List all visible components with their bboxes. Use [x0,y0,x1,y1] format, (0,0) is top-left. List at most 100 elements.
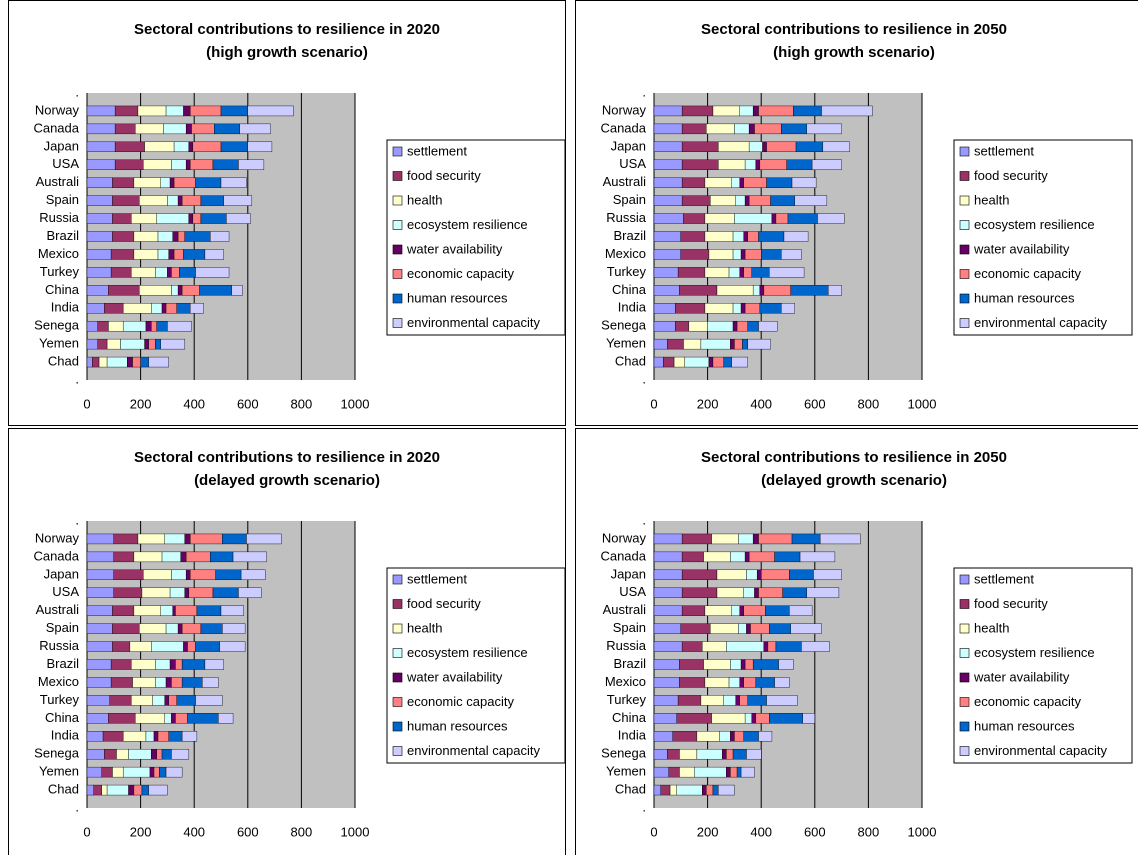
legend-swatch [392,574,403,585]
bar-segment [86,748,105,760]
panel-border [575,428,1138,855]
bar-segment [722,748,727,760]
legend-swatch [959,697,970,707]
bar-segment [653,784,661,796]
bar-segment [184,533,191,545]
bar-segment [114,123,136,135]
bar-segment [161,303,167,314]
bar-segment [86,320,98,332]
y-tick-label: Chad [48,782,79,797]
y-tick-label: China [45,282,80,297]
legend-label: water availability [973,241,1070,256]
bar-segment [732,249,742,260]
bar-segment [731,605,740,616]
legend-swatch [392,746,403,756]
bar-segment [681,159,719,170]
bar-segment [748,141,763,153]
bar-segment [179,267,196,278]
bar-segment [653,303,676,314]
legend-label: water availability [406,241,503,256]
x-tick-label: 800 [858,396,880,411]
bar-segment [712,105,740,117]
bar-segment [731,177,740,188]
bar-segment [730,766,738,778]
bar-segment [740,766,755,778]
bar-segment [653,677,680,688]
bar-segment [141,784,149,796]
bar-segment [763,641,769,652]
bar-segment [195,641,220,652]
legend-label: economic capacity [974,694,1081,709]
bar-segment [98,356,108,368]
bar-segment [175,713,188,724]
bar-segment [144,338,149,350]
legend-swatch [959,672,970,683]
chart-title: Sectoral contributions to resilience in … [134,21,440,38]
bar-segment [736,320,749,332]
legend-label: economic capacity [974,266,1081,281]
bar-segment [740,303,746,314]
y-tick-label: Yemen [606,336,646,351]
y-tick-label: . [642,84,646,99]
bar-segment [789,605,813,616]
chart-subtitle: (high growth scenario) [206,44,368,61]
bar-segment [156,213,190,224]
bar-segment [171,267,180,278]
bar-segment [223,195,253,206]
legend-label: environmental capacity [974,315,1107,330]
bar-segment [663,356,675,368]
bar-segment [653,695,679,706]
bar-segment [156,748,163,760]
bar-segment [114,141,145,153]
y-tick-label: Canada [33,120,79,135]
bar-segment [790,623,822,634]
bar-segment [681,123,707,135]
bar-segment [672,731,698,742]
bar-segment [747,695,767,706]
bar-segment [92,356,100,368]
bar-segment [86,249,112,260]
bar-segment [86,303,105,314]
legend-swatch [959,146,970,157]
y-tick-label: Turkey [607,264,647,279]
bar-segment [734,731,744,742]
bar-segment [653,731,673,742]
bar-segment [161,551,181,563]
bar-segment [743,605,766,616]
bar-segment [148,356,169,368]
bar-segment [86,141,116,153]
bar-segment [680,623,711,634]
bar-segment [747,231,759,242]
bar-segment [143,159,172,170]
bar-segment [758,320,778,332]
y-tick-label: China [612,282,647,297]
legend-swatch [392,171,403,181]
legend-label: economic capacity [407,266,514,281]
bar-segment [755,713,770,724]
bar-segment [744,713,753,724]
bar-segment [185,123,192,135]
bar-segment [711,533,739,545]
legend-label: settlement [974,143,1034,158]
bar-segment [108,713,136,724]
bar-segment [175,605,198,616]
legend-label: human resources [974,718,1075,733]
bar-segment [767,641,777,652]
bar-segment [653,569,683,581]
legend-box [386,567,566,764]
bar-segment [679,285,718,296]
bar-segment [681,195,711,206]
bar-segment [110,677,133,688]
legend-swatch [392,293,403,304]
legend-label: settlement [974,571,1034,586]
bar-segment [743,677,757,688]
legend-swatch [392,599,403,609]
bar-segment [210,551,234,563]
bar-segment [736,766,742,778]
bar-segment [247,141,273,153]
bar-segment [734,213,773,224]
bar-segment [734,123,750,135]
bar-segment [195,177,222,188]
bar-segment [163,123,187,135]
bar-segment [247,105,294,117]
